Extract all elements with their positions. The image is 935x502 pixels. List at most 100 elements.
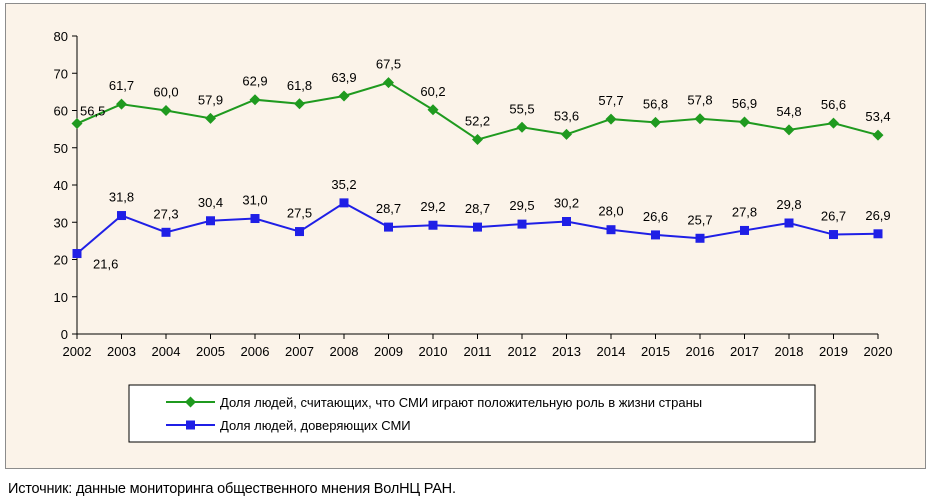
x-tick-label: 2020 [864, 344, 893, 359]
x-tick-label: 2004 [152, 344, 181, 359]
data-label: 21,6 [93, 257, 118, 272]
data-point-diamond [249, 94, 261, 106]
data-point-diamond [694, 113, 706, 125]
y-tick-label: 60 [54, 104, 68, 119]
legend: Доля людей, считающих, что СМИ играют по… [128, 384, 816, 443]
legend-box [128, 384, 816, 443]
series-markers [71, 77, 884, 259]
data-point-square [829, 230, 838, 240]
data-label: 56,9 [732, 96, 757, 111]
x-tick-label: 2009 [374, 344, 403, 359]
y-tick-label: 40 [54, 178, 68, 193]
data-label: 27,5 [287, 206, 312, 221]
data-label: 61,7 [109, 78, 134, 93]
data-label: 60,2 [420, 84, 445, 99]
x-tick-label: 2017 [730, 344, 759, 359]
data-point-diamond [650, 116, 661, 128]
x-tick-label: 2013 [552, 344, 581, 359]
x-tick-label: 2019 [819, 344, 848, 359]
data-point-square [695, 233, 705, 243]
y-tick-label: 30 [54, 215, 68, 230]
data-label: 56,6 [821, 97, 846, 112]
data-label: 29,8 [776, 197, 801, 212]
x-tick-label: 2002 [63, 344, 92, 359]
data-point-diamond [472, 134, 483, 146]
data-point-diamond [294, 98, 305, 110]
data-label: 57,7 [598, 93, 623, 108]
data-point-square [428, 220, 438, 230]
data-label: 67,5 [376, 57, 401, 72]
data-label: 30,2 [554, 196, 579, 211]
data-point-diamond [160, 105, 172, 116]
legend-marker-diamond [185, 396, 196, 408]
data-label: 35,2 [331, 177, 356, 192]
data-label: 29,2 [420, 199, 445, 214]
data-label: 62,9 [242, 74, 267, 89]
y-tick-label: 80 [54, 29, 68, 44]
data-point-diamond [383, 77, 394, 89]
data-point-diamond [739, 116, 750, 128]
data-label: 60,0 [153, 85, 178, 100]
data-label: 54,8 [776, 104, 801, 119]
y-tick-label: 0 [61, 327, 68, 342]
data-point-square [740, 225, 749, 235]
data-point-diamond [205, 112, 216, 124]
data-point-diamond [605, 113, 617, 125]
data-point-square [651, 230, 660, 240]
x-tick-label: 2005 [196, 344, 225, 359]
data-point-diamond [783, 124, 795, 136]
y-tick-label: 20 [54, 253, 68, 268]
data-label: 63,9 [331, 70, 356, 85]
data-point-square [606, 225, 616, 235]
data-label: 27,3 [153, 206, 178, 221]
legend-label-positive-role: Доля людей, считающих, что СМИ играют по… [220, 395, 702, 410]
source-note: Источник: данные мониторинга общественно… [8, 481, 456, 497]
data-point-square [72, 249, 82, 259]
data-point-diamond [338, 90, 350, 102]
data-point-diamond [872, 129, 884, 141]
data-point-square [339, 198, 349, 208]
data-label: 56,8 [643, 96, 668, 111]
data-label: 29,5 [509, 198, 534, 213]
data-label: 25,7 [687, 212, 712, 227]
data-label: 26,7 [821, 209, 846, 224]
x-tick-label: 2016 [686, 344, 715, 359]
line-chart: 0 10 20 30 40 50 60 70 80 2002 2003 2004 2005 2006 200… [54, 29, 893, 443]
x-tick-label: 2008 [330, 344, 359, 359]
data-label: 52,2 [465, 114, 490, 129]
data-point-square [384, 222, 393, 232]
x-tick-label: 2006 [241, 344, 270, 359]
series-line-1 [76, 81, 879, 141]
data-label: 55,5 [509, 101, 534, 116]
data-point-diamond [828, 117, 839, 129]
x-tick-label: 2015 [641, 344, 670, 359]
data-point-square [473, 222, 482, 232]
data-label: 57,9 [198, 92, 223, 107]
chart-frame: 0 10 20 30 40 50 60 70 80 2002 2003 2004 2005 2006 200… [5, 3, 926, 469]
data-label: 30,4 [198, 195, 223, 210]
data-point-square [206, 216, 215, 226]
x-tick-label: 2007 [285, 344, 314, 359]
data-label: 26,9 [865, 208, 890, 223]
y-tick-label: 50 [54, 141, 68, 156]
data-point-square [117, 211, 126, 221]
data-label: 56,5 [80, 104, 105, 119]
x-tick-label: 2010 [419, 344, 448, 359]
data-point-square [161, 227, 171, 237]
data-label: 61,8 [287, 78, 312, 93]
data-point-square [295, 227, 304, 237]
data-point-diamond [561, 128, 572, 140]
data-point-square [517, 219, 527, 229]
data-label: 26,6 [643, 209, 668, 224]
data-point-square [873, 229, 883, 239]
data-label: 28,7 [376, 201, 401, 216]
legend-marker-square [186, 420, 195, 430]
legend-label-trust: Доля людей, доверяющих СМИ [220, 418, 411, 433]
legend-item-positive-role: Доля людей, считающих, что СМИ играют по… [166, 395, 702, 410]
x-tick-label: 2011 [464, 344, 492, 359]
y-tick-label: 70 [54, 66, 68, 81]
y-tick-label: 10 [54, 290, 68, 305]
data-point-diamond [427, 104, 439, 116]
data-labels: 56,5 61,7 60,0 57,9 62,9 61,8 63,9 67,5 60,2 52,2… [80, 57, 891, 272]
axes: 0 10 20 30 40 50 60 70 80 2002 2003 2004 2005 2006 200… [54, 29, 893, 359]
